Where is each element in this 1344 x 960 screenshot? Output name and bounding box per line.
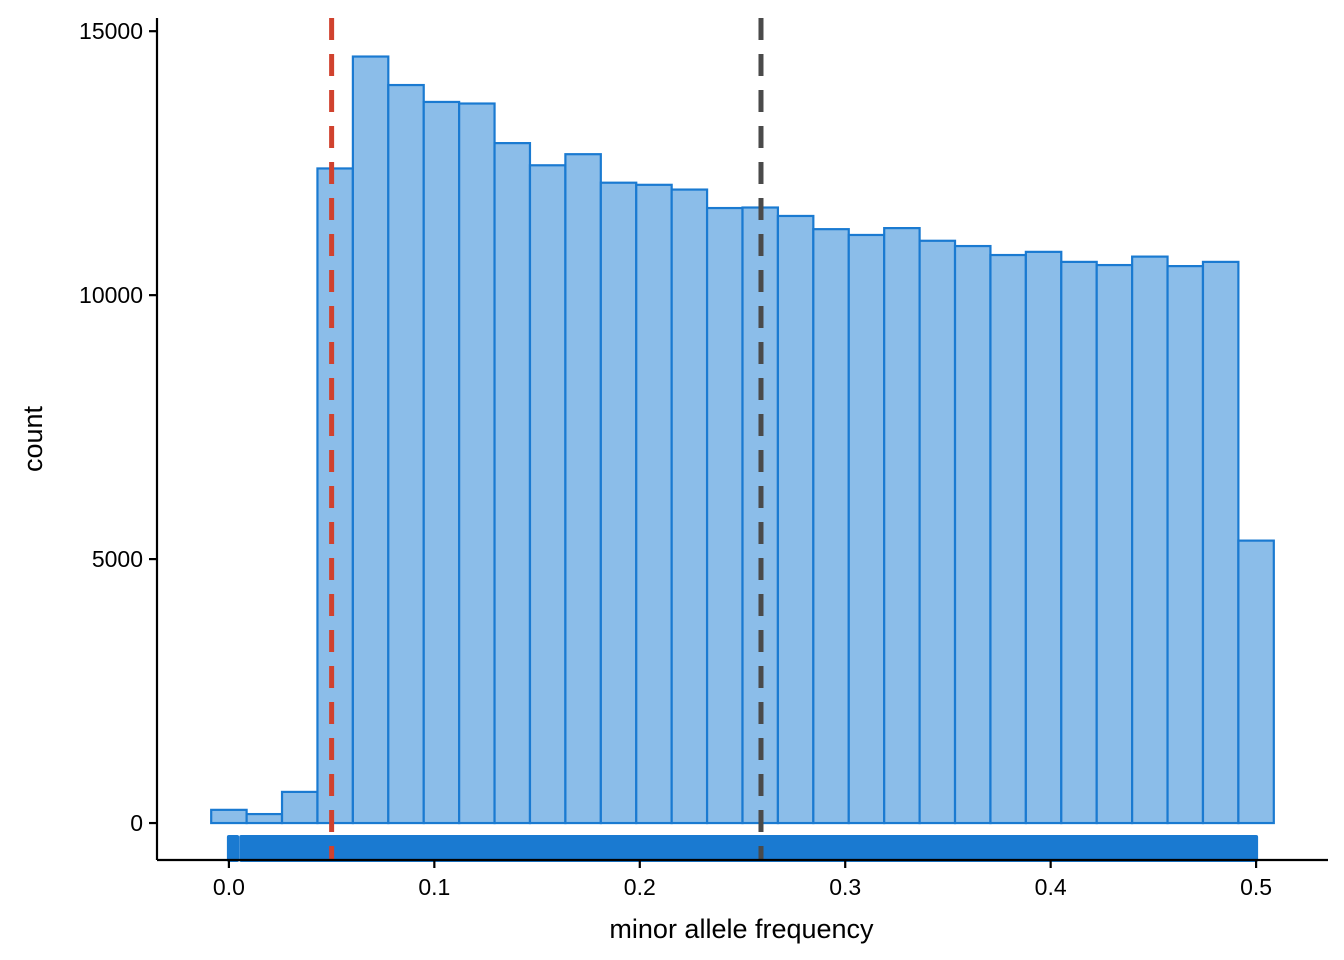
histogram-bar: [245, 812, 284, 825]
histogram-bar: [741, 206, 780, 825]
histogram-bar: [599, 181, 638, 825]
histogram-bar: [847, 233, 886, 825]
histogram-bar: [280, 790, 319, 825]
axes: [155, 18, 1328, 862]
rug-marks: [226, 835, 1259, 862]
histogram-bar: [1060, 260, 1098, 825]
y-axis-title: count: [18, 405, 48, 472]
x-tick-label: 0.2: [624, 874, 656, 900]
histogram-bar: [1237, 539, 1275, 825]
y-tick-label: 0: [130, 810, 143, 836]
histogram-bar: [812, 228, 850, 825]
histogram-bar: [953, 244, 992, 825]
x-tick-label: 0.4: [1035, 874, 1067, 900]
histogram-bar: [1201, 260, 1240, 825]
histogram-bar: [883, 227, 921, 825]
histogram-bar: [458, 102, 496, 825]
y-tick-label: 15000: [79, 18, 143, 44]
histogram-bar: [635, 183, 673, 825]
x-tick-label: 0.3: [829, 874, 861, 900]
histogram-bar: [1131, 255, 1169, 825]
histogram-bar: [1024, 250, 1063, 825]
histogram-bar: [316, 167, 354, 825]
y-tick-label: 5000: [92, 546, 143, 572]
histogram-bar: [387, 83, 425, 825]
y-tick-label: 10000: [79, 282, 143, 308]
x-tick-label: 0.0: [213, 874, 245, 900]
x-axis-title: minor allele frequency: [609, 914, 874, 944]
histogram-bar: [422, 100, 461, 825]
histogram-bar: [989, 253, 1027, 825]
histogram-bar: [528, 164, 567, 825]
tick-labels: 0.0 0.1 0.2 0.3 0.4 0.5 0 5000 10000 15000: [79, 18, 1272, 900]
histogram-bar: [493, 142, 532, 825]
histogram-bar: [705, 206, 744, 825]
rug-segment: [226, 835, 240, 862]
rug-segment: [239, 835, 1259, 862]
histogram-bar: [1166, 265, 1205, 825]
histogram-bar: [670, 188, 709, 825]
histogram-bar: [564, 153, 602, 825]
histogram-bar: [918, 239, 957, 825]
reference-lines: [329, 18, 764, 860]
histogram-bar: [351, 55, 390, 825]
histogram-bars: [210, 55, 1275, 825]
histogram-bar: [776, 214, 815, 825]
histogram-bar: [1095, 263, 1134, 825]
x-tick-label: 0.1: [418, 874, 450, 900]
histogram-bar: [210, 808, 248, 825]
x-tick-label: 0.5: [1240, 874, 1272, 900]
